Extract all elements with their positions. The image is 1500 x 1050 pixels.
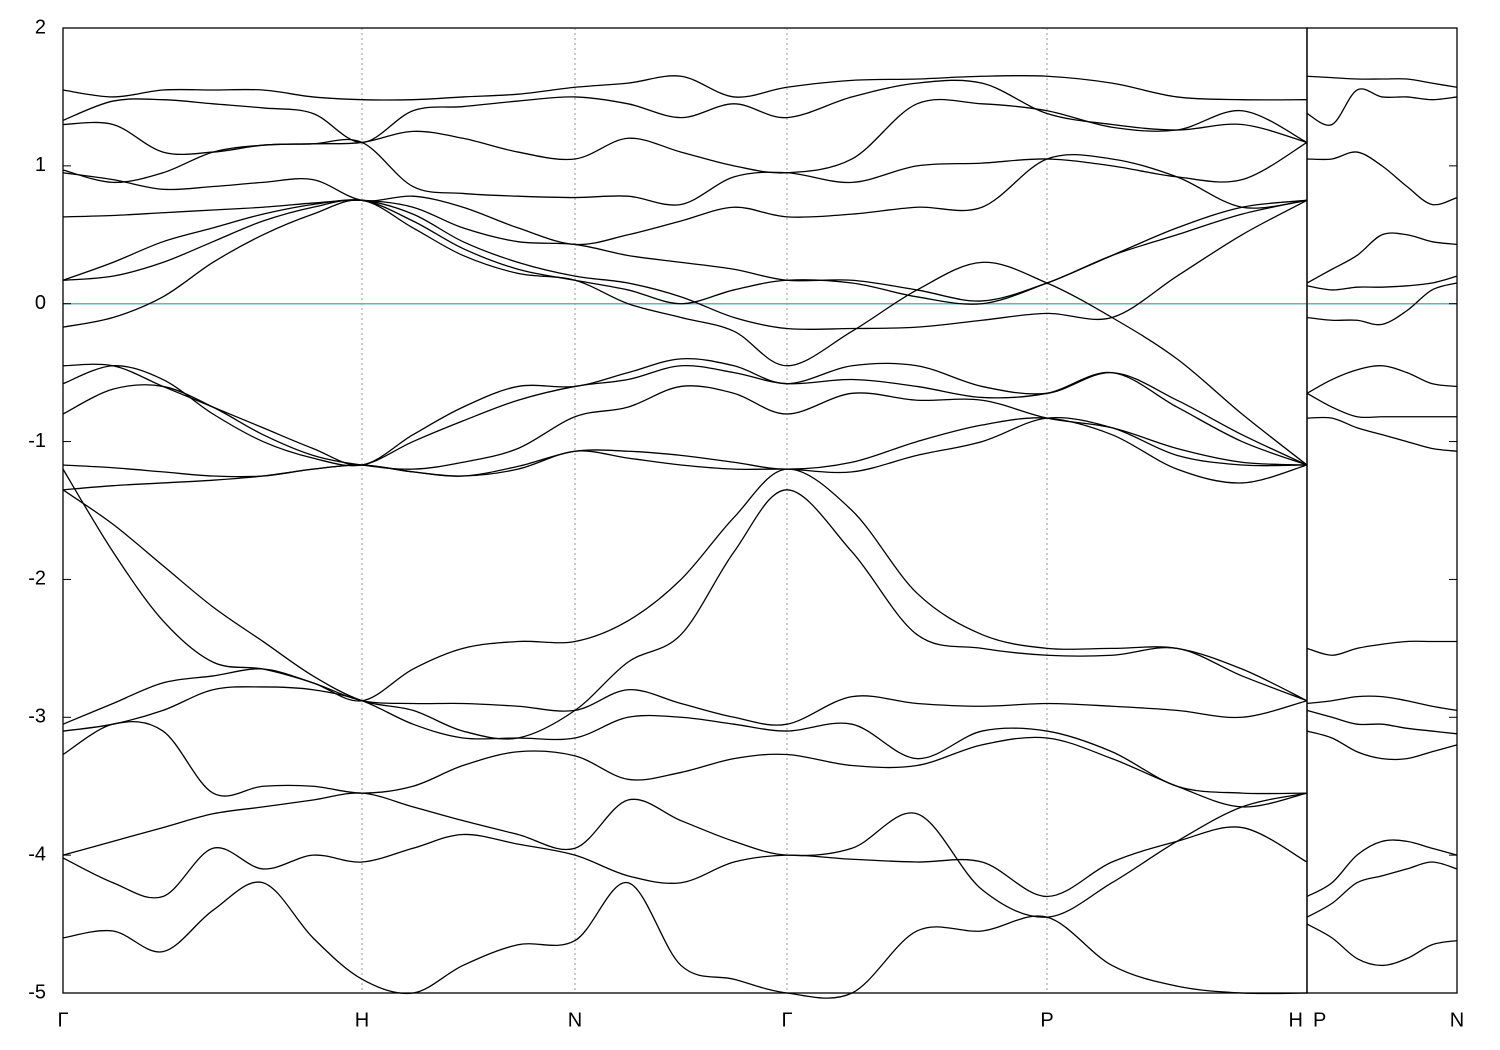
band (62, 468, 1308, 702)
band (62, 199, 1308, 305)
band (62, 138, 1308, 206)
band (62, 668, 1308, 726)
band (62, 199, 1308, 466)
x-tick-label: Γ (57, 1009, 68, 1031)
band (62, 358, 1308, 466)
y-tick-label: 1 (35, 154, 46, 176)
x-tick-label: P (1040, 1009, 1053, 1031)
band (62, 199, 1308, 302)
x-tick-label: N (568, 1009, 582, 1031)
band (62, 489, 1308, 740)
band (1306, 695, 1458, 712)
band (62, 417, 1308, 491)
band (1306, 151, 1458, 206)
x-tick-label: P (1313, 1009, 1326, 1031)
band (1306, 861, 1458, 918)
plot-frame (1306, 27, 1458, 994)
x-tick-label: N (1450, 1009, 1464, 1031)
band (62, 199, 1308, 331)
y-tick-label: -5 (28, 981, 46, 1003)
band (1306, 88, 1458, 126)
band (1306, 730, 1458, 761)
y-tick-label: 2 (35, 16, 46, 38)
band (62, 384, 1308, 470)
band (1306, 923, 1458, 967)
band (62, 826, 1308, 899)
y-tick-label: -1 (28, 430, 46, 452)
band (62, 686, 1308, 795)
x-tick-label: H (355, 1009, 369, 1031)
band (62, 792, 1308, 918)
band (1306, 75, 1458, 88)
band (1306, 839, 1458, 898)
band (1306, 282, 1458, 326)
band (62, 98, 1308, 174)
band (62, 79, 1308, 144)
band (1306, 416, 1458, 452)
x-tick-label: Γ (781, 1009, 792, 1031)
band (1306, 365, 1458, 394)
y-tick-label: 0 (35, 292, 46, 314)
band (1306, 232, 1458, 284)
y-tick-label: -3 (28, 706, 46, 728)
band (1306, 392, 1457, 419)
band (62, 364, 1308, 467)
band (62, 720, 1308, 808)
band (1306, 275, 1458, 291)
band (62, 154, 1308, 246)
plot-frame (62, 27, 1308, 994)
x-tick-label: H (1289, 1009, 1303, 1031)
band (1306, 709, 1458, 735)
y-tick-label: -4 (28, 843, 46, 865)
band (1306, 640, 1457, 656)
band (62, 881, 1308, 999)
y-tick-label: -2 (28, 568, 46, 590)
band (62, 74, 1308, 101)
